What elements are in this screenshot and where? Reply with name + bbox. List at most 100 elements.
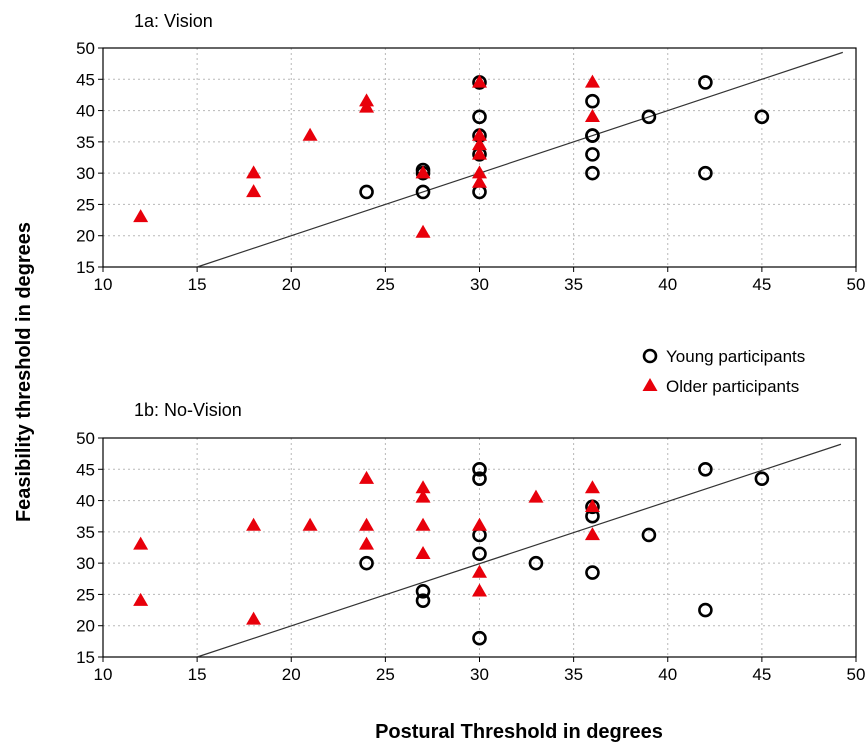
- data-point-older: [415, 165, 431, 179]
- data-point-older: [472, 165, 487, 179]
- y-tick-label: 15: [76, 258, 95, 277]
- y-tick-label: 50: [76, 39, 95, 58]
- panel-title: 1b: No-Vision: [134, 400, 242, 420]
- data-point-older: [246, 184, 262, 198]
- data-point-older: [584, 499, 600, 513]
- x-tick-label: 30: [470, 665, 489, 684]
- data-point-older: [359, 536, 375, 550]
- data-point-young: [359, 555, 374, 571]
- x-tick-label: 10: [94, 275, 113, 294]
- y-tick-label: 35: [76, 133, 95, 152]
- x-tick-label: 25: [376, 275, 395, 294]
- legend: Young participants Older participants: [642, 347, 805, 396]
- y-tick-label: 30: [76, 164, 95, 183]
- data-point-older: [359, 470, 375, 484]
- data-point-young: [585, 565, 600, 580]
- y-tick-label: 25: [76, 195, 95, 214]
- data-point-young: [585, 165, 600, 181]
- data-point-older: [415, 545, 431, 559]
- y-tick-label: 20: [76, 617, 95, 636]
- data-point-older: [584, 74, 600, 88]
- data-point-young: [585, 147, 600, 162]
- data-point-young: [472, 630, 487, 646]
- data-point-young: [472, 461, 487, 477]
- x-tick-label: 45: [752, 275, 771, 294]
- data-point-young: [754, 471, 770, 486]
- legend-item-older: Older participants: [642, 377, 799, 396]
- data-point-older: [584, 109, 600, 123]
- x-tick-label: 35: [564, 665, 583, 684]
- trend-line: [196, 443, 842, 658]
- data-point-older: [584, 480, 600, 494]
- data-point-older: [415, 224, 431, 238]
- y-axis-title: Feasibility threshold in degrees: [13, 222, 35, 522]
- data-point-older: [415, 517, 431, 531]
- data-point-young: [472, 471, 487, 486]
- data-point-young: [472, 109, 487, 125]
- y-tick-label: 35: [76, 523, 95, 542]
- data-point-young: [641, 527, 657, 543]
- x-tick-label: 40: [658, 275, 677, 294]
- data-point-young: [698, 602, 713, 618]
- data-point-young: [754, 109, 770, 125]
- x-tick-label: 15: [188, 665, 207, 684]
- data-point-older: [359, 517, 375, 531]
- trend-line: [196, 51, 844, 268]
- data-point-older: [246, 611, 262, 625]
- data-point-young: [585, 93, 600, 109]
- y-tick-label: 25: [76, 585, 95, 604]
- data-point-young: [641, 109, 657, 125]
- data-point-young: [698, 461, 713, 477]
- data-point-older: [472, 583, 487, 597]
- data-point-older: [246, 165, 262, 179]
- data-point-young: [585, 128, 600, 143]
- y-tick-label: 40: [76, 102, 95, 121]
- x-tick-label: 15: [188, 275, 207, 294]
- y-tick-label: 45: [76, 70, 95, 89]
- panel-title: 1a: Vision: [134, 11, 213, 31]
- x-tick-label: 30: [470, 275, 489, 294]
- data-point-young: [472, 546, 487, 562]
- legend-item-young: Young participants: [642, 347, 805, 366]
- y-tick-label: 50: [76, 429, 95, 448]
- data-point-older: [133, 209, 149, 223]
- x-tick-label: 50: [847, 275, 865, 294]
- data-point-older: [528, 489, 544, 503]
- data-point-young: [415, 593, 431, 608]
- x-tick-label: 20: [282, 275, 301, 294]
- data-point-older: [472, 174, 487, 188]
- x-tick-label: 20: [282, 665, 301, 684]
- x-tick-label: 25: [376, 665, 395, 684]
- data-point-older: [472, 517, 487, 531]
- legend-label-young: Young participants: [666, 347, 805, 366]
- data-point-older: [472, 127, 487, 141]
- legend-marker-open-circle: [642, 348, 658, 364]
- data-point-older: [584, 527, 600, 541]
- data-point-older: [415, 480, 431, 494]
- data-point-older: [415, 489, 431, 503]
- x-tick-label: 10: [94, 665, 113, 684]
- x-tick-label: 35: [564, 275, 583, 294]
- x-tick-label: 40: [658, 665, 677, 684]
- y-tick-label: 15: [76, 648, 95, 667]
- y-tick-label: 20: [76, 227, 95, 246]
- y-tick-label: 40: [76, 492, 95, 511]
- x-axis-title: Postural Threshold in degrees: [375, 721, 663, 743]
- data-point-young: [528, 555, 544, 571]
- data-point-older: [472, 137, 487, 151]
- x-tick-label: 50: [847, 665, 865, 684]
- data-point-older: [133, 536, 149, 550]
- data-point-young: [415, 583, 431, 599]
- data-point-young: [698, 75, 713, 90]
- y-tick-label: 45: [76, 460, 95, 479]
- legend-marker-filled-triangle: [642, 378, 658, 391]
- data-point-older: [472, 564, 487, 578]
- data-point-young: [698, 165, 713, 181]
- data-point-young: [359, 184, 374, 200]
- data-point-older: [472, 146, 487, 160]
- data-point-older: [302, 517, 318, 531]
- data-point-older: [472, 74, 487, 88]
